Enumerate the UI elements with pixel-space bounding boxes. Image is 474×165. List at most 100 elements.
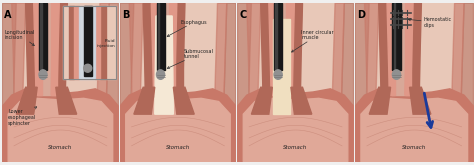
Bar [74, 6, 79, 79]
Bar [63, 6, 116, 79]
Polygon shape [173, 3, 185, 95]
Polygon shape [387, 3, 395, 95]
Polygon shape [126, 98, 230, 162]
Bar [56, 3, 65, 95]
Polygon shape [134, 87, 155, 114]
Polygon shape [213, 3, 227, 162]
Polygon shape [379, 3, 391, 95]
Polygon shape [388, 3, 412, 95]
Polygon shape [2, 3, 16, 162]
Bar [410, 3, 419, 95]
Bar [263, 3, 272, 95]
Polygon shape [243, 98, 348, 162]
Bar [169, 3, 174, 95]
Polygon shape [12, 3, 26, 162]
Text: Inner circular
muscle: Inner circular muscle [292, 30, 334, 52]
Polygon shape [355, 89, 474, 162]
Bar [272, 3, 291, 95]
Bar [173, 3, 182, 95]
Bar [39, 3, 47, 70]
Ellipse shape [274, 70, 282, 79]
Bar [273, 19, 290, 114]
Polygon shape [251, 87, 272, 114]
Polygon shape [450, 3, 464, 162]
Polygon shape [26, 3, 37, 95]
Text: A: A [4, 10, 11, 20]
Bar [390, 3, 395, 95]
Bar [79, 6, 95, 79]
Ellipse shape [156, 70, 164, 79]
Text: Hemostatic
clips: Hemostatic clips [408, 17, 452, 28]
Bar [391, 3, 410, 95]
Text: Submucosal
tunnel: Submucosal tunnel [167, 49, 214, 68]
Bar [156, 3, 164, 70]
Bar [154, 3, 159, 95]
Polygon shape [51, 3, 59, 95]
Text: Stomach: Stomach [283, 145, 308, 150]
Bar [100, 6, 106, 79]
Polygon shape [35, 3, 58, 95]
Bar [392, 3, 401, 70]
Bar [28, 3, 37, 95]
Polygon shape [120, 3, 134, 162]
Polygon shape [291, 87, 312, 114]
Text: Fluid
injection: Fluid injection [96, 39, 115, 48]
Polygon shape [361, 98, 467, 162]
Bar [36, 3, 42, 95]
Text: D: D [357, 10, 365, 20]
Bar [51, 3, 57, 95]
Polygon shape [173, 87, 194, 114]
Bar [40, 3, 42, 70]
Polygon shape [237, 89, 354, 162]
Bar [37, 3, 56, 95]
Text: Lower
esophageal
sphincter: Lower esophageal sphincter [8, 107, 36, 126]
Polygon shape [153, 3, 176, 95]
Polygon shape [340, 3, 354, 162]
Polygon shape [286, 3, 294, 95]
Polygon shape [355, 3, 369, 162]
Ellipse shape [392, 70, 401, 79]
Bar [158, 3, 159, 70]
Polygon shape [270, 3, 293, 95]
FancyBboxPatch shape [63, 6, 116, 79]
Polygon shape [8, 98, 113, 162]
Polygon shape [247, 3, 261, 162]
Polygon shape [95, 3, 109, 162]
Polygon shape [56, 87, 77, 114]
Polygon shape [155, 16, 173, 114]
Bar [146, 3, 155, 95]
Polygon shape [222, 3, 236, 162]
Text: Esophagus: Esophagus [167, 20, 207, 36]
Polygon shape [365, 3, 379, 162]
Ellipse shape [39, 70, 47, 79]
Text: C: C [239, 10, 246, 20]
Polygon shape [169, 3, 177, 95]
Polygon shape [410, 87, 431, 114]
Text: Stomach: Stomach [166, 145, 190, 150]
Polygon shape [16, 87, 37, 114]
Polygon shape [120, 89, 236, 162]
Polygon shape [291, 3, 302, 95]
Polygon shape [151, 3, 159, 95]
Polygon shape [129, 3, 143, 162]
Polygon shape [34, 3, 42, 95]
Polygon shape [261, 3, 272, 95]
Bar [286, 3, 292, 95]
Text: B: B [122, 10, 129, 20]
Polygon shape [105, 3, 118, 162]
Polygon shape [143, 3, 155, 95]
Polygon shape [2, 89, 118, 162]
Bar [393, 3, 395, 70]
Bar [291, 3, 300, 95]
Polygon shape [269, 3, 277, 95]
Bar [275, 3, 277, 70]
Bar [69, 6, 74, 79]
Ellipse shape [83, 64, 92, 72]
Polygon shape [405, 3, 413, 95]
Bar [381, 3, 391, 95]
Polygon shape [459, 3, 474, 162]
Bar [405, 3, 410, 95]
Text: Stomach: Stomach [402, 145, 427, 150]
Bar [155, 3, 173, 95]
Bar [83, 6, 92, 76]
